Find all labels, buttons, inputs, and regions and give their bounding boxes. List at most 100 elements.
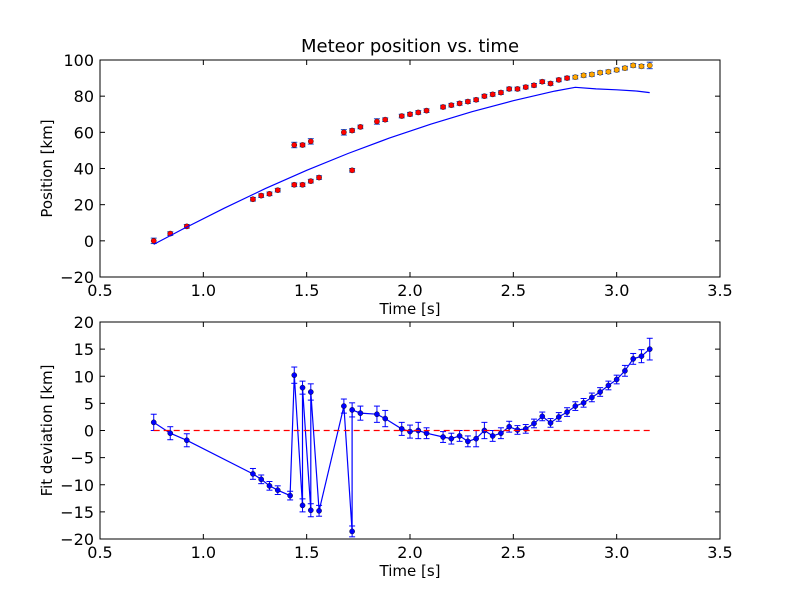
deviation-axis-ticks: 0.5 1.0 1.5 2.0 2.5 3.0 3.5 −20 −15 −10 −5 0 5 10 15 20: [60, 313, 732, 562]
data-point: [613, 376, 620, 383]
data-point: [489, 433, 496, 439]
data-point: [349, 528, 355, 535]
data-point: [415, 109, 422, 116]
y-tick-label: 40: [74, 160, 94, 179]
data-point: [349, 167, 355, 174]
x-tick-label: 0.5: [87, 543, 112, 562]
data-point: [498, 430, 504, 437]
data-point: [398, 113, 405, 119]
data-point: [448, 102, 455, 109]
data-point: [506, 423, 513, 430]
data-point: [274, 187, 281, 193]
data-point: [473, 435, 479, 442]
x-tick-label: 2.0: [397, 543, 422, 562]
data-point: [258, 476, 265, 483]
data-point: [341, 403, 347, 409]
data-point: [307, 178, 314, 184]
data-point: [547, 80, 554, 87]
deviation-marks: [150, 337, 653, 538]
x-tick-label: 2.5: [501, 281, 526, 300]
data-point: [349, 407, 355, 413]
x-tick-label: 2.0: [397, 281, 422, 300]
data-point: [167, 430, 174, 437]
data-point: [589, 394, 595, 401]
data-point: [382, 116, 389, 123]
y-tick-label: 80: [74, 87, 94, 106]
chart-title: Meteor position vs. time: [301, 36, 519, 57]
data-point: [382, 415, 389, 422]
data-point: [423, 107, 430, 114]
x-tick-label: 1.5: [294, 543, 319, 562]
y-tick-label: 20: [74, 196, 94, 215]
data-point: [440, 434, 446, 440]
data-point: [556, 414, 562, 420]
data-point: [183, 437, 190, 444]
data-point: [605, 68, 612, 75]
y-tick-label: 0: [84, 232, 94, 251]
data-point: [506, 86, 513, 92]
deviation-chart: 0.5 1.0 1.5 2.0 2.5 3.0 3.5 −20 −15 −10 −5 0 5 10 15 20…: [38, 313, 733, 580]
data-point: [316, 507, 322, 514]
data-point: [605, 382, 612, 389]
data-point: [341, 129, 347, 136]
data-point: [299, 384, 306, 391]
data-point: [580, 72, 587, 79]
data-point: [564, 409, 570, 415]
data-point: [456, 100, 463, 107]
position-y-axis-label: Position [km]: [38, 119, 56, 217]
data-point: [440, 104, 446, 110]
y-tick-label: 10: [74, 367, 94, 386]
data-point: [357, 410, 364, 416]
data-point: [613, 67, 620, 73]
y-tick-label: −20: [60, 268, 94, 287]
data-point: [498, 89, 504, 96]
data-point: [150, 238, 157, 244]
y-tick-label: 15: [74, 340, 94, 359]
data-point: [638, 353, 645, 359]
data-point: [274, 487, 281, 493]
position-axis-ticks: 0.5 1.0 1.5 2.0 2.5 3.0 3.5 −20 0 20 40 60 80 100: [60, 51, 732, 300]
data-point: [307, 507, 314, 514]
data-point: [250, 196, 256, 203]
data-point: [556, 77, 562, 83]
data-point: [291, 372, 298, 378]
data-point: [580, 400, 587, 406]
data-point: [407, 428, 413, 435]
data-point: [465, 438, 471, 445]
data-point: [299, 181, 306, 188]
data-point: [646, 62, 653, 69]
data-point: [547, 420, 554, 426]
data-point: [374, 411, 380, 418]
data-point: [539, 413, 546, 420]
data-point: [374, 118, 380, 125]
data-point: [448, 435, 455, 442]
x-tick-label: 3.0: [604, 543, 629, 562]
x-tick-label: 3.0: [604, 281, 629, 300]
data-point: [299, 142, 306, 148]
y-tick-label: −15: [60, 503, 94, 522]
data-point: [539, 78, 546, 85]
data-point: [266, 191, 273, 197]
data-point: [589, 71, 595, 78]
data-point: [258, 192, 265, 199]
data-point: [622, 65, 628, 71]
x-tick-label: 3.5: [707, 543, 732, 562]
x-tick-label: 0.5: [87, 281, 112, 300]
data-point: [316, 174, 322, 181]
data-point: [287, 492, 293, 499]
x-tick-label: 1.0: [191, 281, 216, 300]
data-point: [398, 426, 405, 432]
data-point: [150, 419, 157, 426]
data-point: [357, 124, 364, 130]
x-tick-label: 1.5: [294, 281, 319, 300]
data-point: [597, 69, 603, 76]
deviation-y-axis-label: Fit deviation [km]: [38, 365, 56, 497]
data-point: [564, 75, 570, 81]
position-chart: Meteor position vs. time 0.5 1.0 1.5 2.0 2.5…: [38, 36, 733, 318]
position-x-axis-label: Time [s]: [379, 300, 441, 318]
data-point: [307, 389, 314, 395]
data-point: [299, 502, 306, 509]
data-point: [531, 82, 537, 89]
